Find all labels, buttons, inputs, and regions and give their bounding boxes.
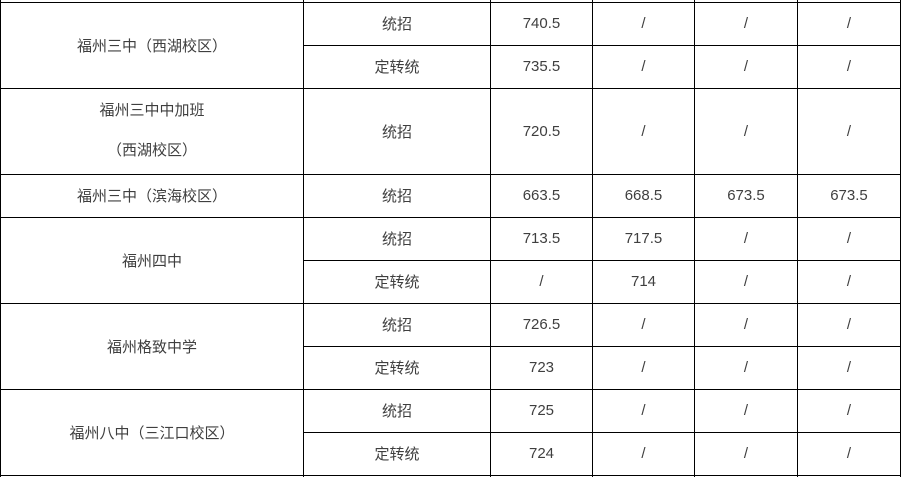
type-cell: 定转统 — [303, 431, 491, 476]
score-cell: / — [797, 388, 901, 433]
type-cell: 定转统 — [303, 259, 491, 304]
score-cell: 720.5 — [490, 87, 593, 175]
clipped-cell — [797, 474, 901, 477]
score-cell: / — [592, 345, 695, 390]
score-cell: / — [490, 259, 593, 304]
score-cell: / — [797, 216, 901, 261]
clipped-cell — [490, 474, 593, 477]
score-cell: / — [694, 44, 798, 89]
type-cell: 定转统 — [303, 44, 491, 89]
score-cell: / — [694, 87, 798, 175]
school-cell: 福州三中中加班 （西湖校区） — [0, 87, 304, 175]
score-cell: 663.5 — [490, 173, 593, 218]
score-cell: / — [694, 216, 798, 261]
score-cell: 673.5 — [694, 173, 798, 218]
score-cell: 735.5 — [490, 44, 593, 89]
score-cell: 726.5 — [490, 302, 593, 347]
table-row: 福州四中 统招 713.5 717.5 / / — [0, 216, 901, 304]
table-row: 福州三中中加班 （西湖校区） 统招 720.5 / / / — [0, 87, 901, 175]
clipped-cell — [694, 474, 798, 477]
type-cell: 统招 — [303, 1, 491, 46]
score-cell: / — [592, 431, 695, 476]
type-cell: 定转统 — [303, 345, 491, 390]
school-name-line1: 福州三中中加班 — [99, 102, 205, 119]
score-cell: / — [694, 388, 798, 433]
score-cell: / — [694, 431, 798, 476]
score-cell: / — [797, 44, 901, 89]
score-cell: 724 — [490, 431, 593, 476]
score-cell: 725 — [490, 388, 593, 433]
score-cell: / — [694, 259, 798, 304]
score-cell: / — [694, 1, 798, 46]
school-cell: 福州格致中学 — [0, 302, 304, 390]
score-cell: 717.5 — [592, 216, 695, 261]
school-cell: 福州八中（三江口校区） — [0, 388, 304, 476]
score-cell: 673.5 — [797, 173, 901, 218]
school-cell: 福州四中 — [0, 216, 304, 304]
score-cell: / — [592, 388, 695, 433]
score-cell: / — [797, 259, 901, 304]
score-cell: / — [797, 302, 901, 347]
clipped-cell — [0, 474, 304, 477]
score-cell: / — [592, 1, 695, 46]
score-cell: 668.5 — [592, 173, 695, 218]
clipped-cell — [303, 474, 491, 477]
score-cell: / — [694, 345, 798, 390]
score-cell: 714 — [592, 259, 695, 304]
table-row: 福州格致中学 统招 726.5 / / / — [0, 302, 901, 390]
school-cell: 福州三中（西湖校区） — [0, 1, 304, 89]
score-cell: / — [592, 302, 695, 347]
score-cell: / — [797, 345, 901, 390]
type-cell: 统招 — [303, 87, 491, 175]
school-cell: 福州三中（滨海校区） — [0, 173, 304, 218]
table-row: 定转统 735.5 / / / — [1, 44, 901, 89]
score-cell: / — [592, 87, 695, 175]
table-row: 福州八中（三江口校区） 统招 725 / / / — [0, 388, 901, 476]
type-cell: 统招 — [303, 388, 491, 433]
table-row: 定转统 724 / / / — [1, 431, 901, 476]
score-cell: / — [797, 1, 901, 46]
score-cell: / — [592, 44, 695, 89]
type-cell: 统招 — [303, 173, 491, 218]
table-row: 定转统 723 / / / — [1, 345, 901, 390]
school-name-line2: （西湖校区） — [106, 142, 197, 159]
table-row: 福州三中（西湖校区） 统招 740.5 / / / — [0, 1, 901, 89]
table-row: 定转统 / 714 / / — [1, 259, 901, 304]
score-cell: / — [694, 302, 798, 347]
score-cell: / — [797, 87, 901, 175]
clipped-row-below — [0, 474, 901, 477]
type-cell: 统招 — [303, 302, 491, 347]
type-cell: 统招 — [303, 216, 491, 261]
table-row: 福州三中（滨海校区） 统招 663.5 668.5 673.5 673.5 — [0, 173, 901, 218]
score-cell: 723 — [490, 345, 593, 390]
score-cell: / — [797, 431, 901, 476]
score-cell: 740.5 — [490, 1, 593, 46]
clipped-cell — [592, 474, 695, 477]
score-cell: 713.5 — [490, 216, 593, 261]
